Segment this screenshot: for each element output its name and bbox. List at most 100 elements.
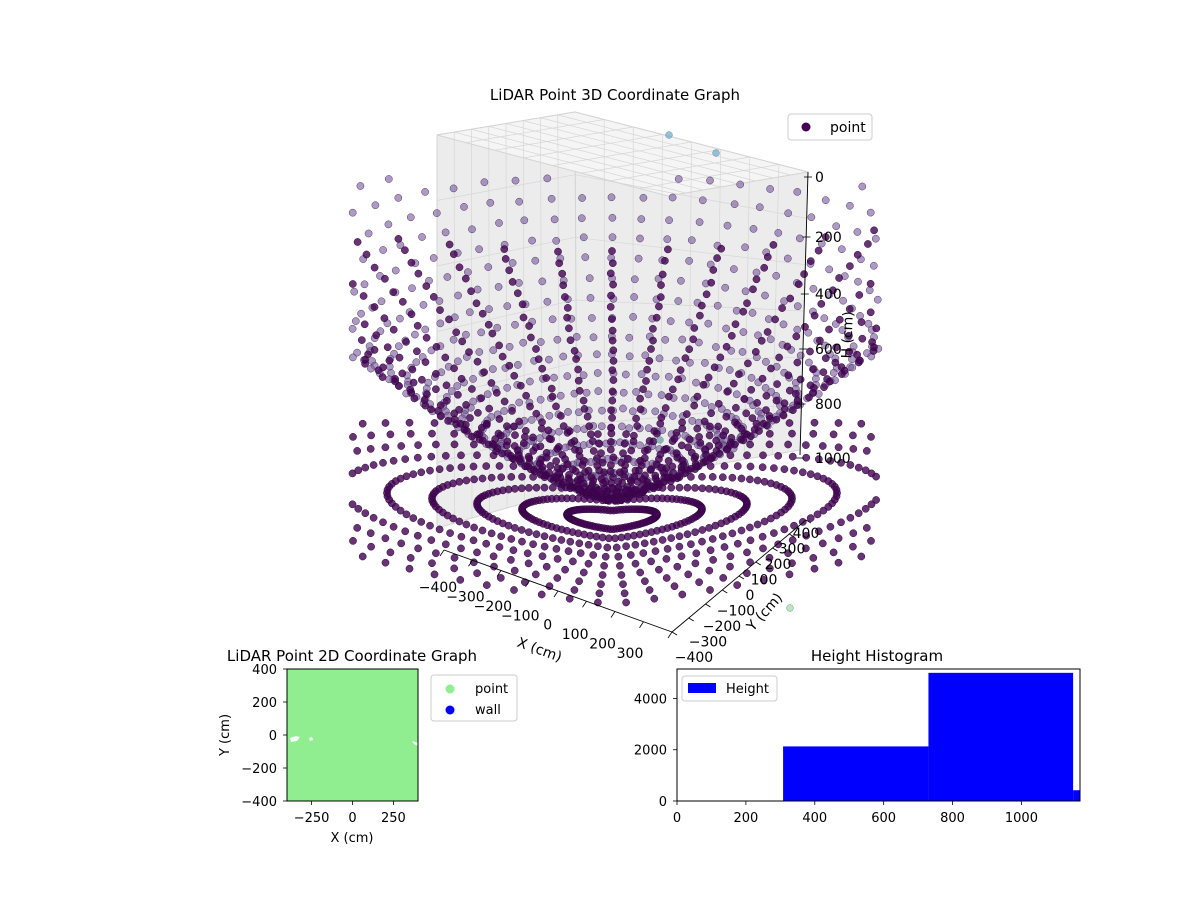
chart-3d-point xyxy=(606,269,615,278)
chart-3d-point xyxy=(421,325,430,334)
chart-3d-point xyxy=(637,215,646,223)
chart-3d-legend: point xyxy=(787,113,873,141)
histogram-y-tick-label: 4000 xyxy=(634,692,667,707)
histogram-legend-label: Height xyxy=(726,682,769,697)
chart-3d-point xyxy=(778,304,786,312)
chart-3d-point xyxy=(595,589,604,598)
chart-3d-point xyxy=(744,359,752,368)
chart-3d-point xyxy=(366,445,375,453)
chart-3d-point xyxy=(557,536,566,544)
chart-3d-point xyxy=(603,487,612,496)
chart-3d-point xyxy=(626,476,635,485)
chart-3d-point xyxy=(606,445,615,454)
chart-3d-point xyxy=(353,238,362,246)
chart-2d-point-cloud xyxy=(287,669,418,801)
chart-3d-point xyxy=(487,379,496,387)
chart-3d-point xyxy=(401,246,409,255)
chart-3d-point xyxy=(552,457,560,465)
chart-3d-point xyxy=(608,213,617,222)
chart-3d-point xyxy=(835,274,843,282)
chart-3d-point xyxy=(569,465,577,474)
chart-3d-point xyxy=(693,392,702,401)
chart-3d-point xyxy=(766,335,775,344)
chart-3d-point xyxy=(370,303,379,311)
chart-3d-point xyxy=(710,363,719,372)
chart-3d-point xyxy=(727,331,736,340)
chart-3d-point xyxy=(746,536,755,545)
chart-3d-point xyxy=(589,447,598,455)
chart-3d-point xyxy=(857,419,866,428)
chart-3d-point xyxy=(503,422,511,431)
chart-3d-point xyxy=(725,366,734,374)
chart-3d-point xyxy=(559,281,568,290)
chart-3d-point xyxy=(685,345,694,354)
chart-3d-point xyxy=(665,216,673,225)
chart-3d-point xyxy=(864,240,872,248)
chart-3d-point xyxy=(573,425,582,433)
chart-3d-point xyxy=(429,293,438,301)
chart-3d-point xyxy=(749,285,757,294)
chart-3d-point xyxy=(718,473,727,482)
chart-3d-point xyxy=(629,313,637,321)
chart-3d-point xyxy=(760,477,769,486)
chart-3d-point xyxy=(691,484,699,492)
chart-3d-point xyxy=(609,346,618,355)
chart-3d-point xyxy=(542,453,551,462)
chart-3d-x-tick-label: 200 xyxy=(589,637,616,653)
chart-3d-point xyxy=(441,451,450,460)
chart-3d-point xyxy=(566,484,575,493)
chart-3d-point xyxy=(774,540,783,549)
chart-3d-point xyxy=(788,429,796,438)
chart-2d-x-tick-label: −250 xyxy=(294,811,330,826)
chart-3d-point xyxy=(454,291,462,300)
chart-3d-point xyxy=(389,325,398,334)
chart-3d-point xyxy=(406,429,415,438)
chart-3d-point xyxy=(632,414,640,423)
chart-3d-point xyxy=(665,392,673,401)
chart-3d-point xyxy=(687,473,695,481)
chart-3d-point xyxy=(754,331,762,340)
chart-3d-point xyxy=(793,396,802,405)
chart-3d-point xyxy=(361,509,370,518)
chart-3d-point xyxy=(511,176,520,185)
chart-3d-point xyxy=(582,388,591,397)
chart-3d-x-tick-label: −200 xyxy=(474,599,512,615)
chart-3d-point xyxy=(515,398,524,407)
chart-3d-point xyxy=(774,451,783,460)
chart-3d-point xyxy=(714,399,723,408)
chart-3d-point xyxy=(441,228,450,237)
chart-3d-point xyxy=(525,528,533,537)
chart-3d-point xyxy=(612,487,621,496)
chart-3d-point xyxy=(683,483,692,492)
chart-3d-point xyxy=(607,461,615,470)
chart-3d-point xyxy=(561,565,569,574)
chart-3d-point xyxy=(538,277,547,286)
chart-3d-point xyxy=(686,358,694,367)
chart-3d-point xyxy=(422,282,431,290)
chart-3d-point xyxy=(525,322,533,330)
chart-3d-point xyxy=(538,364,547,373)
chart-3d-point xyxy=(718,532,727,541)
chart-3d-point xyxy=(360,280,369,289)
chart-3d-point xyxy=(394,342,403,351)
chart-3d-point xyxy=(651,474,660,483)
chart-3d-point xyxy=(364,350,372,359)
chart-3d-point xyxy=(540,483,549,492)
chart-3d-point xyxy=(579,396,588,405)
chart-3d-point xyxy=(622,598,630,607)
chart-3d-point xyxy=(427,536,436,544)
chart-2d-legend-marker-point xyxy=(445,684,455,694)
chart-3d-point xyxy=(825,265,834,274)
chart-3d-point xyxy=(609,453,618,462)
chart-3d-point xyxy=(598,406,606,415)
chart-3d-point xyxy=(705,431,714,440)
chart-3d-point xyxy=(348,280,357,288)
chart-3d-point xyxy=(872,472,880,481)
chart-3d-point xyxy=(518,300,527,309)
chart-3d-point xyxy=(597,449,605,458)
chart-3d-point xyxy=(641,351,650,360)
chart-3d-point xyxy=(645,357,654,365)
chart-3d-point xyxy=(685,318,693,327)
chart-3d-point xyxy=(449,184,458,193)
chart-3d-point xyxy=(854,463,863,472)
